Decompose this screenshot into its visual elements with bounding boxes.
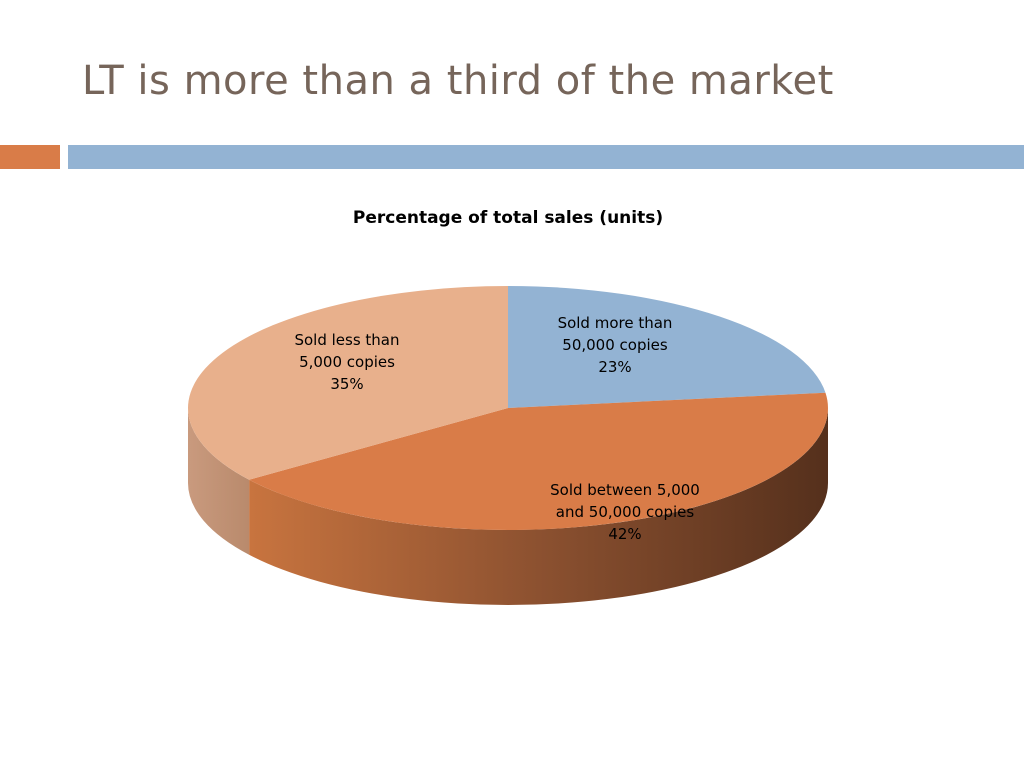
slice-side bbox=[249, 408, 828, 605]
slice-label: Sold between 5,000 and 50,000 copies bbox=[550, 481, 700, 521]
slide-title: LT is more than a third of the market bbox=[82, 58, 834, 104]
chart-title: Percentage of total sales (units) bbox=[352, 208, 664, 228]
value-label: 42% bbox=[608, 525, 642, 543]
slice-label: Sold less than 5,000 copies bbox=[294, 331, 400, 371]
value-label: 35% bbox=[330, 375, 364, 393]
value-label: 23% bbox=[598, 358, 632, 376]
accent-bar bbox=[0, 145, 60, 169]
slice-side bbox=[188, 408, 250, 555]
accent-bar bbox=[68, 145, 1024, 169]
slice bbox=[188, 286, 509, 480]
slice-label: Sold more than 50,000 copies bbox=[557, 314, 673, 354]
slice bbox=[508, 286, 826, 408]
slice bbox=[249, 392, 828, 530]
